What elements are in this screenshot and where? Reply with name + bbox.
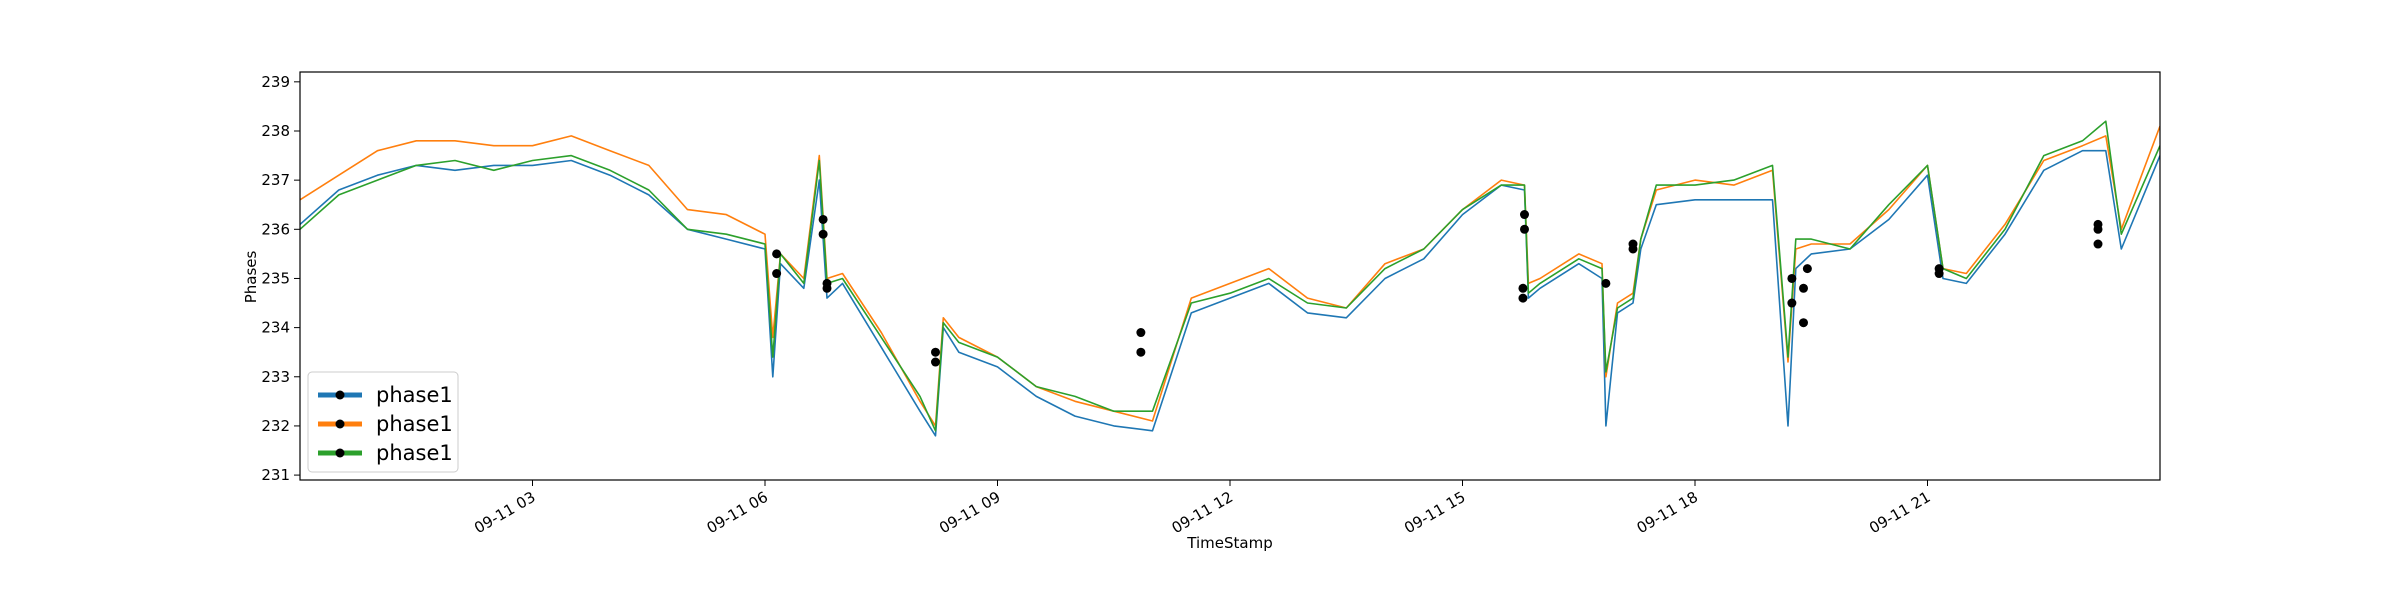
anomaly-marker bbox=[818, 214, 828, 224]
legend-label-1: phase1 bbox=[376, 383, 453, 407]
y-axis-title: Phases bbox=[242, 251, 260, 304]
y-tick-label: 239 bbox=[261, 73, 290, 91]
anomaly-marker bbox=[822, 283, 832, 293]
anomaly-marker bbox=[1787, 273, 1797, 283]
y-tick-label: 237 bbox=[261, 171, 290, 189]
series-line-2 bbox=[300, 125, 2160, 427]
anomaly-marker bbox=[931, 357, 940, 367]
y-tick-label: 234 bbox=[261, 319, 290, 337]
y-tick-label: 231 bbox=[261, 466, 290, 484]
legend-marker-1 bbox=[335, 390, 345, 400]
legend-marker-2 bbox=[335, 419, 345, 429]
series-layer bbox=[300, 120, 2160, 437]
anomaly-marker bbox=[1520, 210, 1529, 220]
anomaly-marker bbox=[1628, 244, 1638, 254]
y-tick-label: 236 bbox=[261, 220, 290, 238]
series-line-3 bbox=[300, 120, 2160, 432]
legend-marker-3 bbox=[335, 448, 345, 458]
anomaly-marker bbox=[1520, 224, 1529, 234]
anomaly-marker bbox=[1787, 298, 1797, 308]
anomaly-marker bbox=[1802, 264, 1812, 274]
legend-label-2: phase1 bbox=[376, 412, 453, 436]
anomaly-marker bbox=[818, 229, 828, 239]
legend-label-3: phase1 bbox=[376, 441, 453, 465]
anomaly-marker bbox=[1136, 347, 1146, 357]
anomaly-marker bbox=[772, 269, 782, 279]
y-axis: 231 232 233 234 235 236 237 238 239 bbox=[261, 73, 300, 484]
anomaly-marker bbox=[772, 249, 782, 259]
anomaly-marker bbox=[1136, 328, 1146, 338]
anomaly-marker bbox=[1799, 283, 1808, 293]
y-tick-label: 232 bbox=[261, 417, 290, 435]
y-tick-label: 238 bbox=[261, 122, 290, 140]
anomaly-marker bbox=[1799, 318, 1808, 328]
anomaly-marker bbox=[2093, 239, 2103, 249]
series-line-1 bbox=[300, 149, 2160, 437]
anomaly-marker bbox=[2093, 224, 2103, 234]
marker-layer bbox=[772, 210, 2103, 367]
x-axis-title: TimeStamp bbox=[1186, 534, 1272, 552]
y-tick-label: 235 bbox=[261, 269, 290, 287]
legend: phase1 phase1 phase1 bbox=[307, 371, 459, 473]
anomaly-marker bbox=[1601, 278, 1611, 288]
y-tick-label: 233 bbox=[261, 368, 290, 386]
anomaly-marker bbox=[1934, 269, 1944, 279]
anomaly-marker bbox=[1518, 293, 1528, 303]
anomaly-marker bbox=[1518, 283, 1528, 293]
anomaly-marker bbox=[931, 347, 940, 357]
